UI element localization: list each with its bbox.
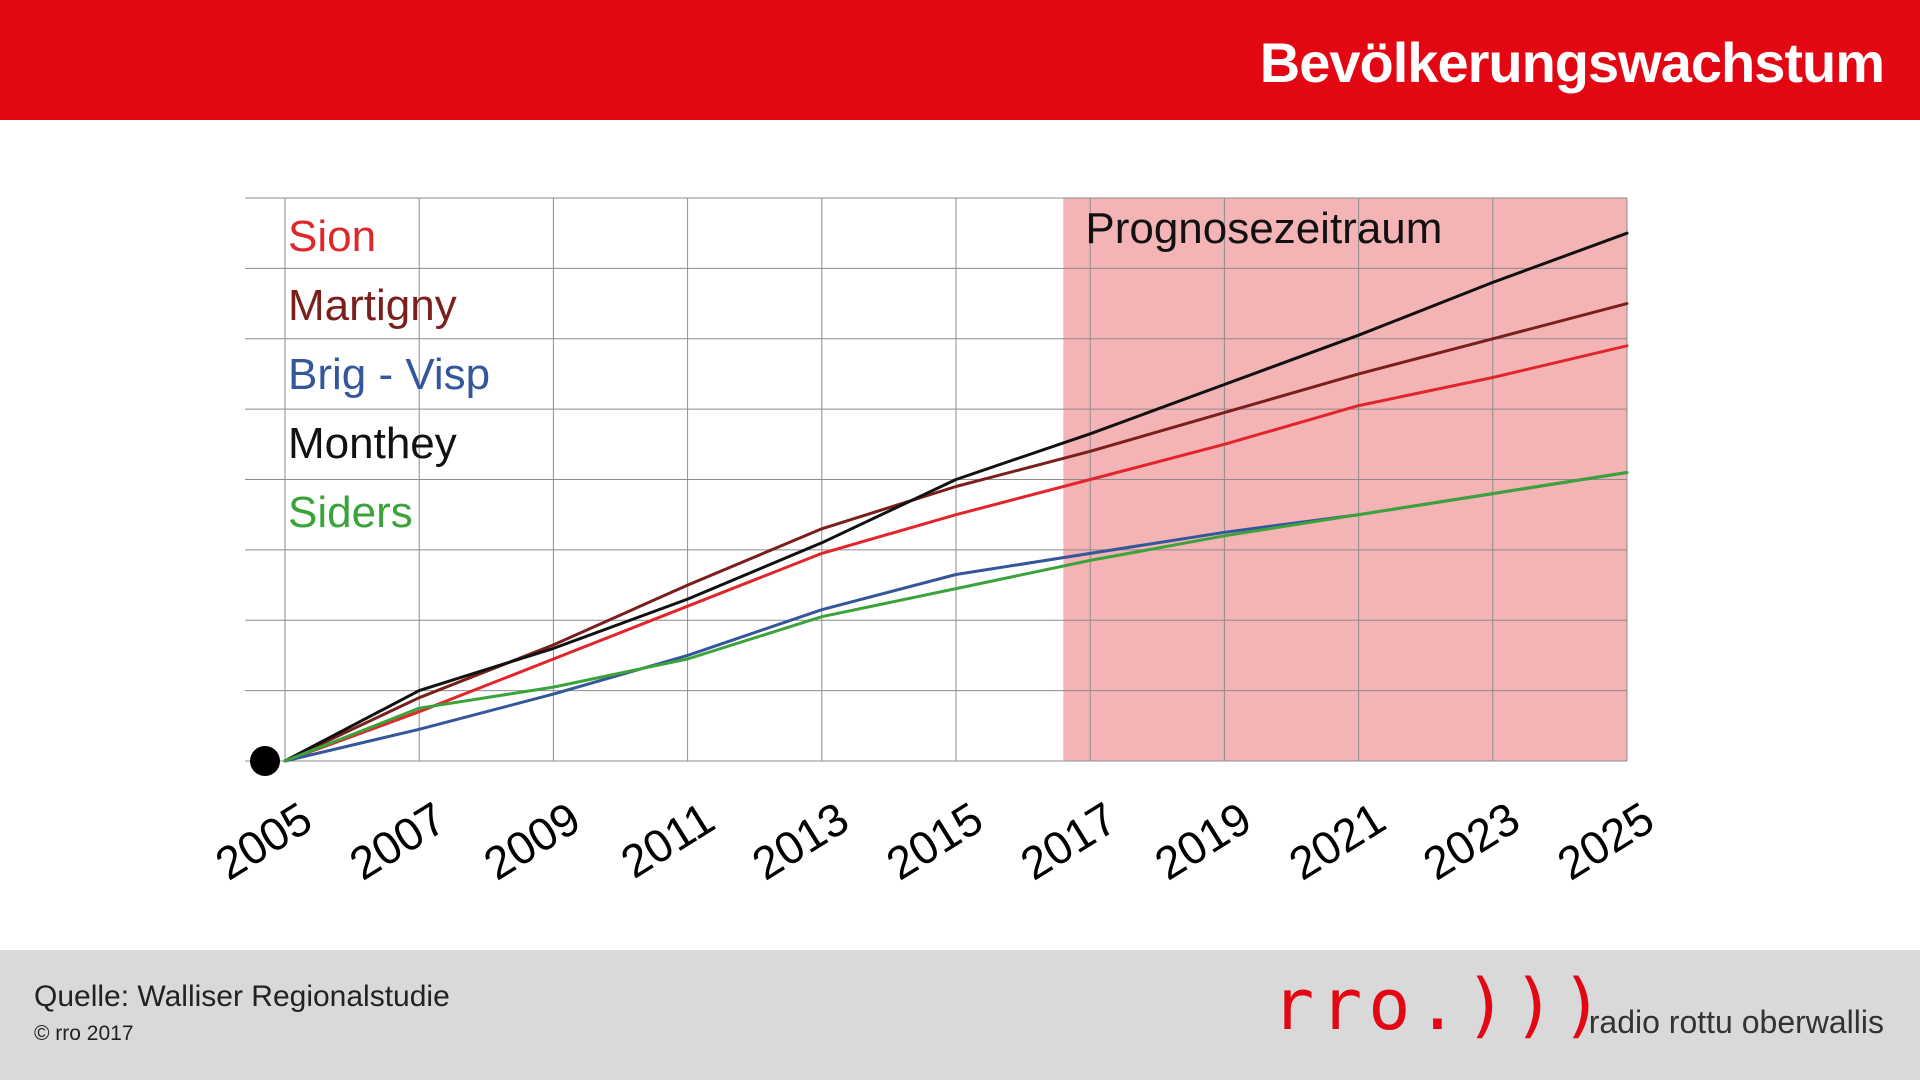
x-tick-label: 2019 bbox=[1146, 792, 1260, 890]
x-tick-label: 2015 bbox=[877, 792, 991, 890]
x-tick-label: 2011 bbox=[612, 792, 723, 889]
population-growth-chart: Prognosezeitraum Sion Martigny Brig - Visp M… bbox=[206, 197, 1663, 890]
x-tick-label: 2013 bbox=[743, 792, 857, 890]
page-title: Bevölkerungswachstum bbox=[1259, 31, 1885, 94]
series-line-sion bbox=[283, 344, 1629, 763]
forecast-label: Prognosezeitraum bbox=[1085, 204, 1442, 253]
header-bar: Bevölkerungswachstum bbox=[0, 0, 1920, 120]
source-note: Quelle: Walliser Regionalstudie bbox=[34, 980, 450, 1013]
legend-item-brig-visp: Brig - Visp bbox=[288, 350, 490, 399]
x-tick-label: 2021 bbox=[1280, 792, 1394, 890]
x-tick-label: 2007 bbox=[340, 792, 454, 890]
origin-marker bbox=[250, 746, 280, 776]
x-tick-label: 2005 bbox=[206, 792, 320, 890]
legend-item-martigny: Martigny bbox=[288, 281, 457, 330]
copyright-note: © rro 2017 bbox=[34, 1022, 134, 1045]
brand-logo: rro.))) bbox=[1272, 964, 1610, 1046]
footer bbox=[0, 950, 1920, 1080]
x-tick-label: 2017 bbox=[1011, 792, 1125, 890]
legend-item-sion: Sion bbox=[288, 212, 376, 261]
x-tick-label: 2009 bbox=[475, 792, 589, 890]
x-tick-label: 2025 bbox=[1548, 792, 1662, 890]
brand-name: radio rottu oberwallis bbox=[1588, 1004, 1884, 1040]
series-line-monthey bbox=[283, 231, 1629, 763]
legend-item-siders: Siders bbox=[288, 488, 413, 537]
legend-item-monthey: Monthey bbox=[288, 419, 457, 468]
series-line-siders bbox=[283, 471, 1629, 763]
x-tick-label: 2023 bbox=[1414, 792, 1528, 890]
